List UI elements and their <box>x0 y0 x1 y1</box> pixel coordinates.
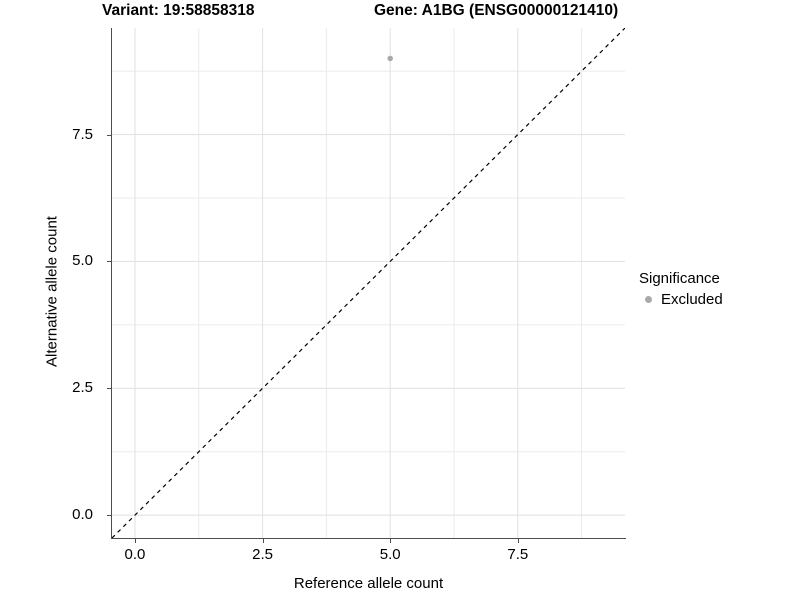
x-tick-label: 7.5 <box>507 546 529 563</box>
legend-entry-label: Excluded <box>661 290 723 308</box>
x-tick-mark <box>517 539 519 543</box>
legend-entry[interactable]: Excluded <box>639 290 723 309</box>
x-tick-label: 0.0 <box>124 546 146 563</box>
legend-marker-circle-icon <box>639 290 658 309</box>
x-axis-line <box>111 538 626 539</box>
x-tick-label: 2.5 <box>252 546 273 563</box>
x-tick-mark <box>390 539 392 543</box>
y-tick-label: 5.0 <box>72 252 93 270</box>
y-tick-mark <box>107 134 111 136</box>
legend-title: Significance <box>639 270 720 287</box>
y-tick-label: 7.5 <box>72 125 93 143</box>
y-tick-label: 2.5 <box>72 379 93 397</box>
x-tick-mark <box>262 539 264 543</box>
y-axis-line <box>111 28 112 539</box>
x-tick-label: 5.0 <box>379 546 401 563</box>
y-tick-mark <box>107 261 111 263</box>
y-axis-title: Alternative allele count <box>43 216 61 367</box>
data-points <box>387 55 393 62</box>
plot-canvas <box>112 28 625 538</box>
gene-title: Gene: A1BG (ENSG00000121410) <box>374 2 619 19</box>
minor-gridlines <box>112 28 625 538</box>
y-tick-label: 0.0 <box>72 506 93 524</box>
y-tick-mark <box>107 388 111 390</box>
legend: Significance Excluded <box>639 270 723 309</box>
plot-panel <box>112 28 625 538</box>
y-tick-mark <box>107 515 111 517</box>
legend-entries: Excluded <box>639 290 723 309</box>
x-axis-title: Reference allele count <box>293 575 444 592</box>
major-gridlines <box>112 28 625 538</box>
x-tick-mark <box>134 539 136 543</box>
plot-title-row: Variant: 19:58858318 Gene: A1BG (ENSG000… <box>102 1 712 23</box>
variant-title: Variant: 19:58858318 <box>102 2 255 19</box>
identity-line <box>112 28 625 538</box>
